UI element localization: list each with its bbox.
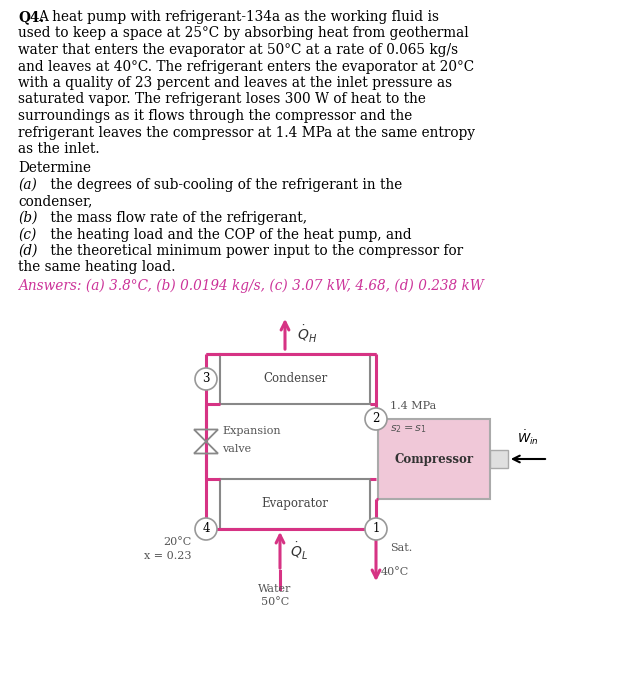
Text: (d): (d)	[18, 244, 37, 258]
Text: the same heating load.: the same heating load.	[18, 260, 175, 274]
Text: the theoretical minimum power input to the compressor for: the theoretical minimum power input to t…	[46, 244, 463, 258]
Circle shape	[365, 408, 387, 430]
Text: water that enters the evaporator at 50°C at a rate of 0.065 kg/s: water that enters the evaporator at 50°C…	[18, 43, 458, 57]
Circle shape	[195, 518, 217, 540]
Bar	[220, 479, 370, 529]
Text: Sat.: Sat.	[390, 543, 412, 553]
Text: Water: Water	[258, 584, 292, 594]
Text: 4: 4	[202, 522, 210, 536]
Text: saturated vapor. The refrigerant loses 300 W of heat to the: saturated vapor. The refrigerant loses 3…	[18, 92, 426, 106]
Text: 1.4 MPa: 1.4 MPa	[390, 401, 436, 411]
Text: Compressor: Compressor	[394, 452, 473, 466]
Text: the heating load and the COP of the heat pump, and: the heating load and the COP of the heat…	[46, 228, 412, 241]
Text: the degrees of sub-cooling of the refrigerant in the: the degrees of sub-cooling of the refrig…	[46, 178, 402, 192]
Circle shape	[365, 518, 387, 540]
Text: used to keep a space at 25°C by absorbing heat from geothermal: used to keep a space at 25°C by absorbin…	[18, 27, 469, 41]
Text: 20°C: 20°C	[164, 537, 192, 547]
Bar	[490, 450, 508, 468]
Text: the mass flow rate of the refrigerant,: the mass flow rate of the refrigerant,	[46, 211, 307, 225]
Text: 1: 1	[373, 522, 379, 536]
Text: Condenser: Condenser	[263, 372, 327, 386]
Text: Evaporator: Evaporator	[261, 498, 328, 510]
Text: $s_2= s_1$: $s_2= s_1$	[390, 423, 427, 435]
Text: Answers: (a) 3.8°C, (b) 0.0194 kg/s, (c) 3.07 kW, 4.68, (d) 0.238 kW: Answers: (a) 3.8°C, (b) 0.0194 kg/s, (c)…	[18, 279, 484, 293]
Bar	[378, 419, 490, 499]
Bar	[220, 354, 370, 404]
Text: 40°C: 40°C	[381, 567, 409, 577]
Text: valve: valve	[222, 444, 251, 454]
Text: Determine: Determine	[18, 162, 91, 176]
Text: Q4.: Q4.	[18, 10, 44, 24]
Text: surroundings as it flows through the compressor and the: surroundings as it flows through the com…	[18, 109, 412, 123]
Text: 50°C: 50°C	[261, 597, 289, 607]
Text: (b): (b)	[18, 211, 37, 225]
Circle shape	[195, 368, 217, 390]
Text: refrigerant leaves the compressor at 1.4 MPa at the same entropy: refrigerant leaves the compressor at 1.4…	[18, 125, 475, 139]
Text: Expansion: Expansion	[222, 426, 281, 435]
Text: 3: 3	[202, 372, 210, 386]
Text: (c): (c)	[18, 228, 36, 241]
Text: A heat pump with refrigerant-134a as the working fluid is: A heat pump with refrigerant-134a as the…	[38, 10, 439, 24]
Text: $\dot{Q}_H$: $\dot{Q}_H$	[297, 323, 317, 344]
Text: $\dot{Q}_L$: $\dot{Q}_L$	[290, 540, 308, 561]
Text: 2: 2	[373, 412, 379, 426]
Text: x = 0.23: x = 0.23	[144, 551, 192, 561]
Text: (a): (a)	[18, 178, 37, 192]
Text: condenser,: condenser,	[18, 195, 93, 209]
Text: as the inlet.: as the inlet.	[18, 142, 100, 156]
Text: with a quality of 23 percent and leaves at the inlet pressure as: with a quality of 23 percent and leaves …	[18, 76, 452, 90]
Text: $\dot{W}_{in}$: $\dot{W}_{in}$	[517, 428, 539, 447]
Text: and leaves at 40°C. The refrigerant enters the evaporator at 20°C: and leaves at 40°C. The refrigerant ente…	[18, 60, 474, 74]
